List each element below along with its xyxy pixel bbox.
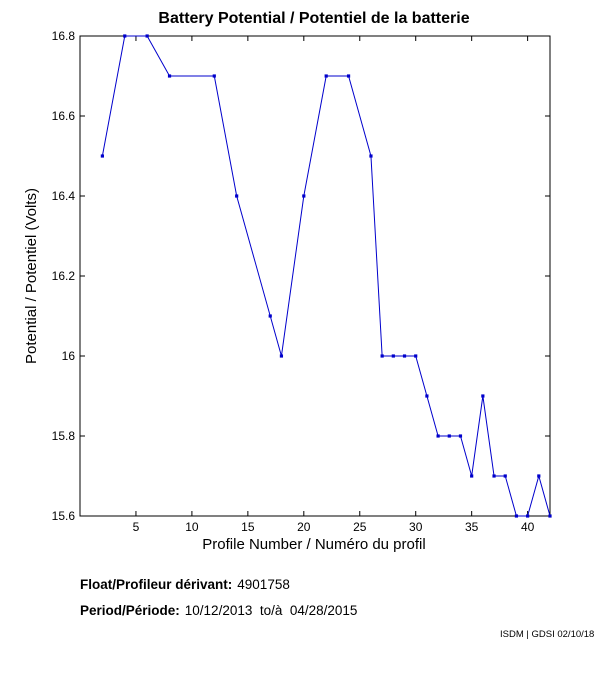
data-point	[167, 74, 172, 78]
data-point	[402, 354, 407, 358]
float-info: Float/Profileur dérivant: 4901758	[80, 577, 290, 592]
data-point	[503, 474, 507, 478]
x-tick-label: 25	[353, 520, 367, 534]
data-points	[100, 34, 552, 518]
y-tick-label: 15.8	[52, 429, 76, 443]
data-point	[145, 34, 149, 38]
y-tick-label: 16.8	[52, 29, 76, 43]
x-tick-label: 30	[409, 520, 423, 534]
data-point	[492, 474, 496, 478]
data-point	[302, 194, 306, 198]
y-tick-label: 16.2	[52, 269, 76, 283]
data-point	[481, 394, 485, 398]
data-point	[458, 434, 463, 438]
y-tick-label: 16	[62, 349, 76, 363]
data-point	[212, 74, 216, 78]
data-point	[346, 74, 351, 78]
data-point	[514, 514, 519, 518]
credit-text: ISDM | GDSI 02/10/18	[500, 629, 595, 640]
x-axis-label: Profile Number / Numéro du profil	[202, 536, 425, 553]
x-tick-label: 10	[185, 520, 199, 534]
data-point	[414, 354, 418, 358]
data-point	[526, 514, 530, 518]
x-tick-label: 20	[297, 520, 311, 534]
data-point	[369, 154, 373, 158]
y-tick-label: 15.6	[52, 509, 76, 523]
data-point	[324, 74, 328, 78]
data-point	[425, 394, 429, 398]
period-range: 10/12/2013 to/à 04/28/2015	[184, 603, 358, 618]
data-point	[100, 154, 104, 158]
period-info: Period/Période: 10/12/2013 to/à 04/28/201…	[80, 603, 357, 618]
data-point	[268, 314, 272, 318]
data-point	[537, 474, 541, 478]
x-tick-label: 35	[465, 520, 479, 534]
data-point	[123, 34, 127, 38]
chart-title: Battery Potential / Potentiel de la batt…	[158, 10, 469, 27]
plot-area	[79, 35, 551, 517]
data-point	[548, 514, 552, 518]
y-axis-label: Potential / Potentiel (Volts)	[23, 188, 40, 364]
x-tick-label: 5	[133, 520, 140, 534]
x-axis-ticks: 5 10 15 20 25 30 35 40	[133, 36, 535, 534]
period-label: Period/Période:	[80, 603, 180, 618]
battery-potential-chart: Battery Potential / Potentiel de la batt…	[23, 10, 552, 553]
data-point	[447, 434, 451, 438]
data-point	[391, 354, 395, 358]
y-tick-label: 16.4	[52, 189, 76, 203]
float-number: 4901758	[237, 577, 290, 592]
data-point	[470, 474, 474, 478]
data-point	[235, 194, 239, 198]
y-tick-label: 16.6	[52, 109, 76, 123]
data-point	[436, 434, 440, 438]
x-tick-label: 15	[241, 520, 255, 534]
data-point	[279, 354, 284, 358]
float-label: Float/Profileur dérivant:	[80, 577, 233, 592]
x-tick-label: 40	[521, 520, 535, 534]
series-line	[101, 35, 551, 517]
y-axis-ticks: 15.6 15.8 16 16.2 16.4 16.6 16.8	[52, 29, 550, 523]
data-point	[380, 354, 384, 358]
